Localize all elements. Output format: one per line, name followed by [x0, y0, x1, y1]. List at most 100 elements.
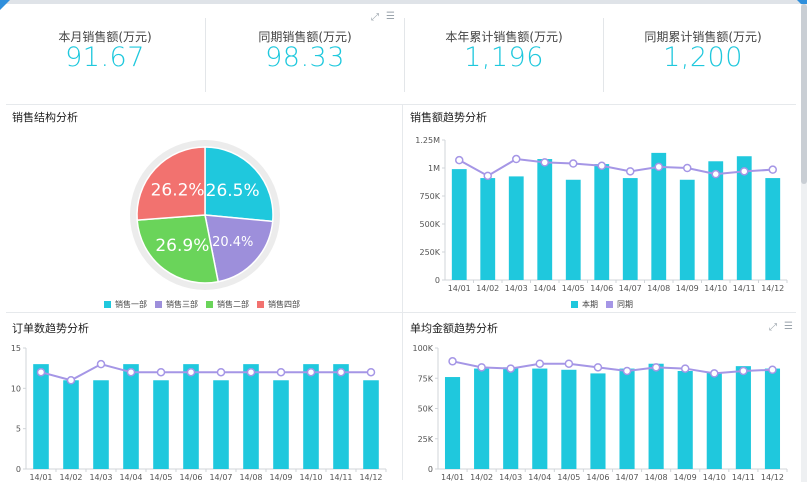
pie-slice-label: 26.9% [155, 236, 209, 256]
kpi-value: 91.67 [65, 42, 145, 73]
collapse-left-icon[interactable] [0, 0, 10, 10]
bar [503, 367, 519, 469]
bar [561, 369, 577, 469]
line-point [651, 363, 661, 372]
bar [333, 364, 349, 469]
bar [303, 364, 319, 469]
x-tick-label: 14/08 [239, 473, 262, 482]
menu-icon[interactable]: ☰ [386, 11, 395, 22]
bar [651, 152, 667, 280]
legend-item[interactable]: 销售四部 [257, 299, 300, 310]
bar [63, 380, 79, 469]
legend-item[interactable]: 销售二部 [206, 299, 249, 310]
kpi-label: 本月销售额(万元) [58, 30, 152, 44]
bar [706, 372, 722, 469]
legend-item[interactable]: 销售一部 [104, 299, 147, 310]
line-point [246, 367, 256, 377]
y-tick-label: 1.25M [415, 136, 440, 145]
line-point [306, 367, 316, 377]
top-frame-bar [0, 0, 807, 4]
line-point [126, 367, 136, 377]
line-point [512, 154, 521, 164]
pie-legend: 销售一部 销售三部 销售二部 销售四部 [104, 299, 308, 310]
line-point [564, 359, 574, 368]
x-tick-label: 14/11 [732, 473, 755, 482]
pie-slice [204, 146, 274, 223]
kpi-value: 1,196 [464, 42, 544, 73]
line-point [535, 359, 545, 368]
bar [273, 380, 289, 469]
x-tick-label: 14/06 [179, 473, 202, 482]
kpi-label: 同期销售额(万元) [258, 30, 352, 44]
x-tick-label: 14/04 [119, 473, 142, 482]
kpi-label: 本年累计销售额(万元) [445, 30, 563, 44]
x-tick-label: 14/05 [562, 284, 585, 293]
bar [183, 364, 199, 469]
bar [123, 364, 139, 469]
legend-item[interactable]: 同期 [606, 299, 633, 310]
bar [764, 368, 781, 469]
scrollbar-track[interactable] [801, 4, 807, 482]
kpi-value: 98.33 [265, 42, 345, 73]
y-tick-label: 0 [435, 276, 440, 285]
legend-item[interactable]: 本期 [571, 299, 598, 310]
x-tick-label: 14/07 [619, 284, 642, 293]
line-point [622, 366, 632, 376]
line-point [540, 158, 549, 167]
bar [33, 364, 49, 469]
pie-chart: 26.5% 20.4%26.9% 26.2% [130, 140, 280, 290]
line-series [452, 360, 773, 375]
line-point [96, 359, 106, 369]
kpi-ytd-sales: 本年累计销售额(万元) 1,196 [405, 14, 603, 96]
sales-trend-chart: 0 250K 500K 750K 1M 1.25M 14/01 14/02 14/03 14/04… [415, 136, 788, 293]
legend-label: 销售二部 [217, 300, 249, 309]
x-tick-label: 14/02 [470, 473, 493, 482]
x-tick-label: 14/12 [359, 473, 382, 482]
legend-swatch [155, 301, 162, 308]
kpi-value: 1,200 [663, 42, 743, 73]
x-tick-label: 14/10 [703, 473, 726, 482]
bar [679, 179, 695, 280]
line-point [66, 376, 76, 385]
line-point [186, 367, 196, 377]
bar [363, 380, 379, 469]
x-tick-label: 14/05 [149, 473, 172, 482]
order-trend-chart: 0 5 10 15 14/01 14/02 14/03 14/04 14/05 14/06 14/0… [11, 344, 387, 482]
x-tick-label: 14/11 [329, 473, 352, 482]
bar [735, 366, 751, 469]
bar [677, 370, 693, 469]
line-point [739, 366, 748, 376]
legend-item[interactable]: 销售三部 [155, 299, 198, 310]
expand-icon[interactable]: ⤢ [769, 322, 777, 333]
y-tick-label: 10 [11, 384, 21, 393]
y-tick-label: 500K [419, 220, 440, 229]
y-tick-label: 50K [418, 405, 434, 414]
line-point [626, 167, 635, 176]
line-point [740, 167, 749, 176]
x-tick-label: 14/12 [761, 473, 784, 482]
legend-swatch [606, 301, 613, 308]
legend-label: 本期 [582, 300, 598, 309]
line-series [458, 158, 773, 177]
line-point [477, 363, 486, 372]
bar [594, 164, 610, 280]
section-divider [6, 312, 796, 313]
line-point [680, 364, 690, 373]
menu-icon[interactable]: ☰ [784, 321, 793, 332]
pie-slice [204, 214, 274, 283]
line-point [768, 365, 777, 375]
bar [213, 380, 229, 469]
pie-slice-label: 26.2% [151, 181, 205, 201]
x-tick-label: 14/06 [586, 473, 609, 482]
expand-icon[interactable]: ⤢ [371, 12, 379, 23]
sales-legend: 本期 同期 [571, 299, 641, 310]
scrollbar-thumb[interactable] [801, 4, 807, 184]
kpi-monthly-sales: 本月销售额(万元) 91.67 [6, 14, 204, 96]
bar [93, 380, 109, 469]
bar [451, 169, 467, 280]
x-tick-label: 14/10 [704, 284, 727, 293]
x-tick-label: 14/02 [476, 284, 499, 293]
y-tick-label: 15 [11, 344, 21, 353]
line-point [506, 364, 515, 373]
kpi-prior-sales: 同期销售额(万元) 98.33 [206, 14, 404, 96]
